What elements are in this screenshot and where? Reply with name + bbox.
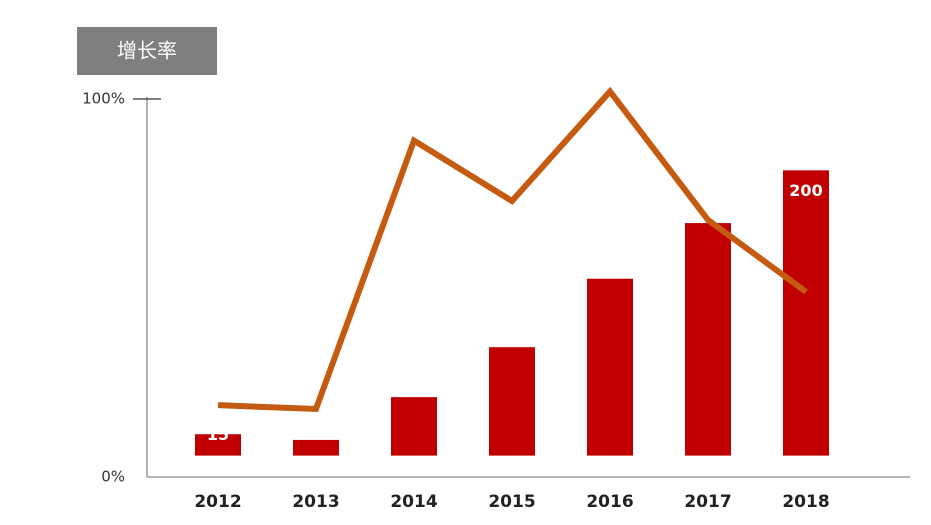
- ylabel-box: [77, 27, 217, 75]
- data-label: 15: [207, 425, 229, 444]
- bar: [685, 223, 731, 456]
- x-tick-label: 2012: [194, 492, 241, 512]
- line: [217, 86, 808, 413]
- bar: [489, 347, 535, 456]
- data-label: 200: [789, 181, 822, 200]
- bar: [391, 397, 437, 456]
- y-tick-label: 0%: [101, 468, 125, 486]
- y-tick-label: 100%: [82, 90, 125, 108]
- x-tick-label: 2015: [488, 492, 535, 512]
- bar: [195, 434, 241, 456]
- x-tick-label: 2013: [292, 492, 339, 512]
- bar: [293, 439, 339, 456]
- x-tick-label: 2018: [782, 492, 829, 512]
- bar: [587, 278, 633, 456]
- y-axis-label: 增长率: [117, 39, 177, 63]
- x-tick-label: 2016: [586, 492, 633, 512]
- x-tick-label: 2014: [390, 492, 437, 512]
- bar: [783, 170, 829, 456]
- x-tick-label: 2017: [684, 492, 731, 512]
